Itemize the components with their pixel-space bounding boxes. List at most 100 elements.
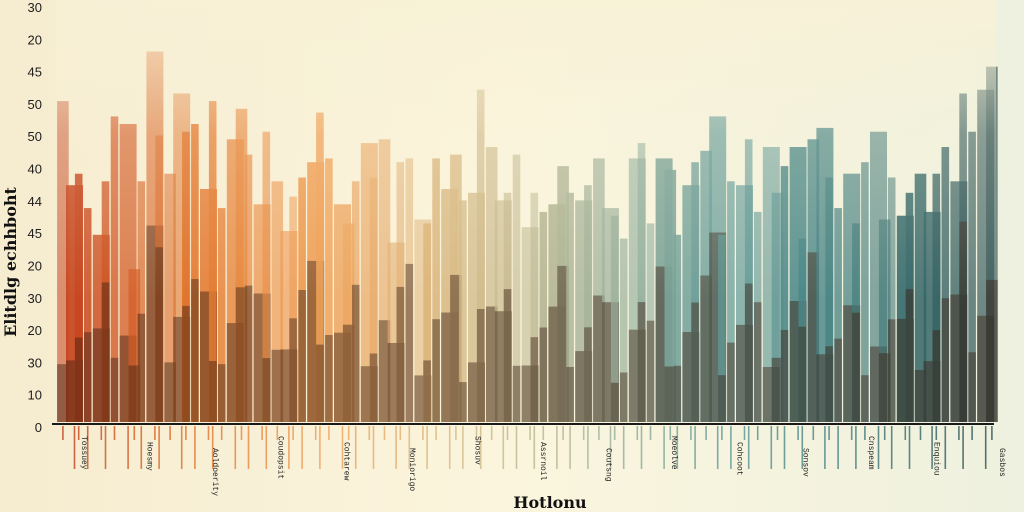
y-axis-title: Elitdlg echhboht <box>1 186 20 336</box>
bar-shadow <box>691 302 699 422</box>
bar <box>852 223 860 422</box>
bar-shadow <box>557 265 569 422</box>
bar-shadow <box>182 305 190 422</box>
x-tick-label: Enquiou <box>931 442 940 476</box>
bar <box>584 185 592 422</box>
bar <box>101 181 110 422</box>
bar-shadow <box>619 372 628 422</box>
bar-shadow <box>423 360 431 422</box>
bar-shadow <box>825 346 833 422</box>
bar-shadow <box>718 375 726 422</box>
bar <box>217 208 226 422</box>
y-tick-label: 20 <box>28 32 42 47</box>
bar-shadow <box>101 282 110 422</box>
bar-shadow <box>664 366 677 422</box>
x-tick-label: Assrnoil <box>538 442 547 481</box>
bar <box>137 181 146 422</box>
bar-shadow <box>700 275 712 422</box>
bar <box>271 181 284 422</box>
bar-shadow <box>539 327 548 422</box>
bar <box>834 208 842 422</box>
bar-shadow <box>351 284 360 422</box>
y-tick-label: 20 <box>28 259 42 274</box>
x-tick-label: Coutsng <box>604 448 613 482</box>
bar-shadow <box>369 353 378 422</box>
bar <box>673 234 682 422</box>
x-axis-title: Hotlonu <box>513 493 587 512</box>
x-tick-label: Gasbos <box>997 448 1006 477</box>
bar <box>423 223 431 422</box>
bar-shadow <box>235 287 248 422</box>
bar <box>503 192 512 422</box>
bar-shadow <box>262 358 271 422</box>
bar <box>798 238 807 422</box>
bar-shadow <box>673 365 682 422</box>
bar <box>289 196 297 422</box>
x-tick-label: Shosuv <box>472 436 481 465</box>
x-tick-label: Cnspeam <box>866 436 875 470</box>
x-tick-label: Cohcoot <box>735 442 744 476</box>
bar <box>128 269 141 422</box>
bar-shadow <box>798 326 807 422</box>
top-fade-overlay <box>56 0 996 300</box>
bar-shadow <box>646 320 655 422</box>
bar-shadow <box>959 221 967 422</box>
bar-shadow <box>986 279 998 422</box>
bar-shadow <box>780 329 789 422</box>
bar-shadow <box>217 364 226 422</box>
bar <box>459 200 467 422</box>
bar-shadow <box>727 342 735 422</box>
y-tick-label: 30 <box>28 0 42 15</box>
bar-shadow <box>593 295 605 422</box>
bar <box>771 192 784 422</box>
bar-shadow <box>530 337 539 422</box>
y-tick-label: 10 <box>28 388 42 403</box>
bar-shadow <box>432 319 440 422</box>
bar-shadow <box>405 263 414 422</box>
bar-shadow <box>342 324 355 422</box>
bar-shadow <box>459 382 467 422</box>
bar <box>539 211 548 422</box>
x-tick-label: Moniorigo <box>407 448 416 491</box>
bar-shadow <box>325 335 333 422</box>
bar-shadow <box>834 338 842 422</box>
bar-shadow <box>744 283 753 422</box>
y-tick-label: 30 <box>28 291 42 306</box>
x-tick-label: Sonsov <box>800 448 809 477</box>
y-tick-label: 50 <box>28 97 42 112</box>
bar-shadow <box>807 252 820 422</box>
bar-shadow <box>852 312 860 422</box>
bar <box>83 208 92 422</box>
bar-shadow <box>164 362 176 422</box>
bar-shadow <box>932 330 941 422</box>
x-tick-label: Moeolve <box>669 436 678 470</box>
spike-group <box>62 426 993 469</box>
bar <box>878 219 891 422</box>
bar <box>905 192 914 422</box>
bar-shadow <box>503 289 512 422</box>
bar-shadow <box>298 290 306 422</box>
bar-shadow <box>450 274 462 422</box>
y-tick-label: 20 <box>28 323 42 338</box>
bar <box>351 181 360 422</box>
bar <box>619 238 628 422</box>
bar-shadow <box>110 357 119 422</box>
bar-shadow <box>637 302 646 422</box>
bar-shadow <box>968 352 976 422</box>
bar-shadow <box>74 337 83 422</box>
bar-shadow <box>244 285 253 422</box>
bar-shadow <box>914 369 927 422</box>
bar <box>646 223 655 422</box>
bar-shadow <box>771 357 784 422</box>
bar <box>342 223 355 422</box>
y-tick-group: 30 20 45 50 50 40 44 45 20 30 20 30 10 0 <box>28 0 42 435</box>
bar-shadow <box>753 302 762 422</box>
y-tick-label: 45 <box>28 65 42 80</box>
y-tick-label: 45 <box>28 226 42 241</box>
bar-shadow <box>396 286 405 422</box>
bar-shadow <box>476 309 485 422</box>
bar-shadow <box>887 319 896 422</box>
bar-shadow <box>861 375 869 422</box>
